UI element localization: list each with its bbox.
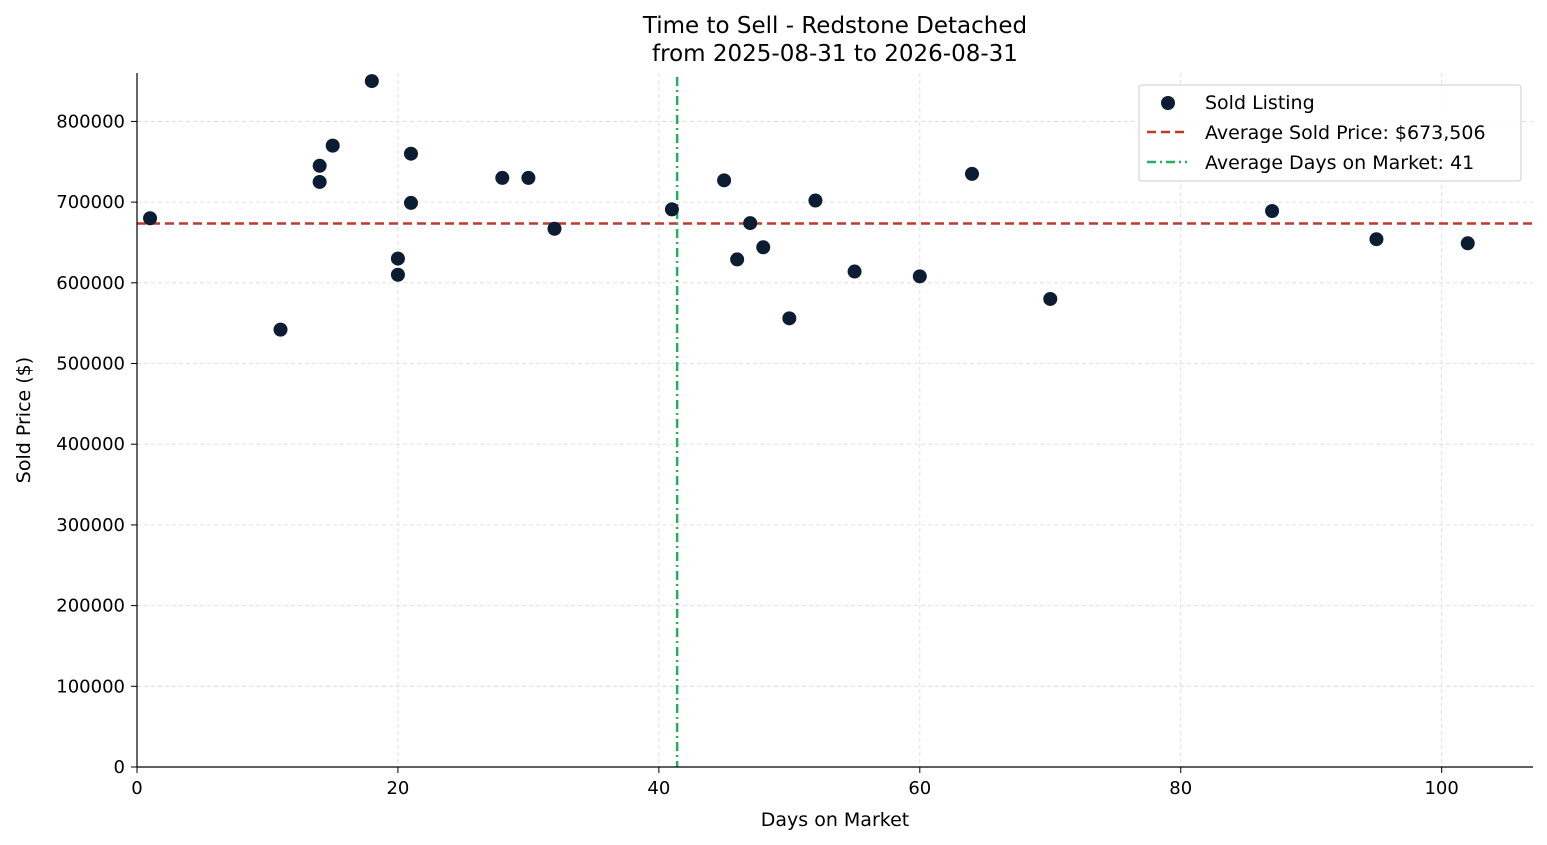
x-tick-label: 80 (1169, 778, 1192, 799)
data-point (273, 322, 288, 337)
data-points-layer (143, 74, 1475, 337)
y-tick-label: 800000 (56, 111, 125, 132)
x-axis-title: Days on Market (761, 809, 909, 831)
ticks-layer: 0 20 40 60 80 100 0 100000 200000 300000 400000 500… (56, 111, 1459, 799)
data-point (390, 251, 405, 266)
x-tick-label: 60 (908, 778, 931, 799)
data-point (143, 211, 158, 226)
data-point (964, 166, 979, 181)
data-point (312, 174, 327, 189)
chart-title: Time to Sell - Redstone Detached (642, 13, 1027, 39)
y-tick-label: 500000 (56, 354, 125, 375)
legend-label-sold-listing: Sold Listing (1205, 92, 1315, 114)
data-point (808, 193, 823, 208)
data-point (664, 202, 679, 217)
data-point (730, 252, 745, 267)
x-tick-label: 20 (386, 778, 409, 799)
data-point (1043, 291, 1058, 306)
data-point (743, 216, 758, 231)
y-tick-label: 600000 (56, 273, 125, 294)
data-point (847, 264, 862, 279)
data-point (756, 240, 771, 255)
y-tick-label: 100000 (56, 676, 125, 697)
data-point (1265, 203, 1280, 218)
data-point (403, 146, 418, 161)
y-tick-label: 200000 (56, 596, 125, 617)
chart-subtitle: from 2025-08-31 to 2026-08-31 (652, 41, 1018, 67)
x-tick-label: 40 (647, 778, 670, 799)
data-point (912, 269, 927, 284)
data-point (403, 195, 418, 210)
legend-label-average-days: Average Days on Market: 41 (1205, 152, 1474, 174)
data-point (364, 74, 379, 89)
data-point (547, 221, 562, 236)
data-point (495, 170, 510, 185)
legend: Sold Listing Average Sold Price: $673,50… (1138, 84, 1522, 182)
legend-label-average-price: Average Sold Price: $673,506 (1205, 122, 1486, 144)
data-point (312, 158, 327, 173)
y-tick-label: 700000 (56, 192, 125, 213)
data-point (1460, 236, 1475, 251)
y-tick-label: 0 (114, 757, 125, 778)
y-axis-title: Sold Price ($) (13, 357, 35, 483)
x-tick-label: 0 (131, 778, 142, 799)
data-point (390, 267, 405, 282)
data-point (717, 173, 732, 188)
legend-marker-sold-listing (1161, 96, 1175, 110)
legend-box (1138, 84, 1522, 182)
y-tick-label: 400000 (56, 434, 125, 455)
x-tick-label: 100 (1424, 778, 1458, 799)
data-point (325, 138, 340, 153)
data-point (782, 311, 797, 326)
y-tick-label: 300000 (56, 515, 125, 536)
data-point (1369, 232, 1384, 247)
data-point (521, 170, 536, 185)
reference-lines-layer (137, 77, 1533, 767)
axes-layer (136, 73, 1533, 768)
